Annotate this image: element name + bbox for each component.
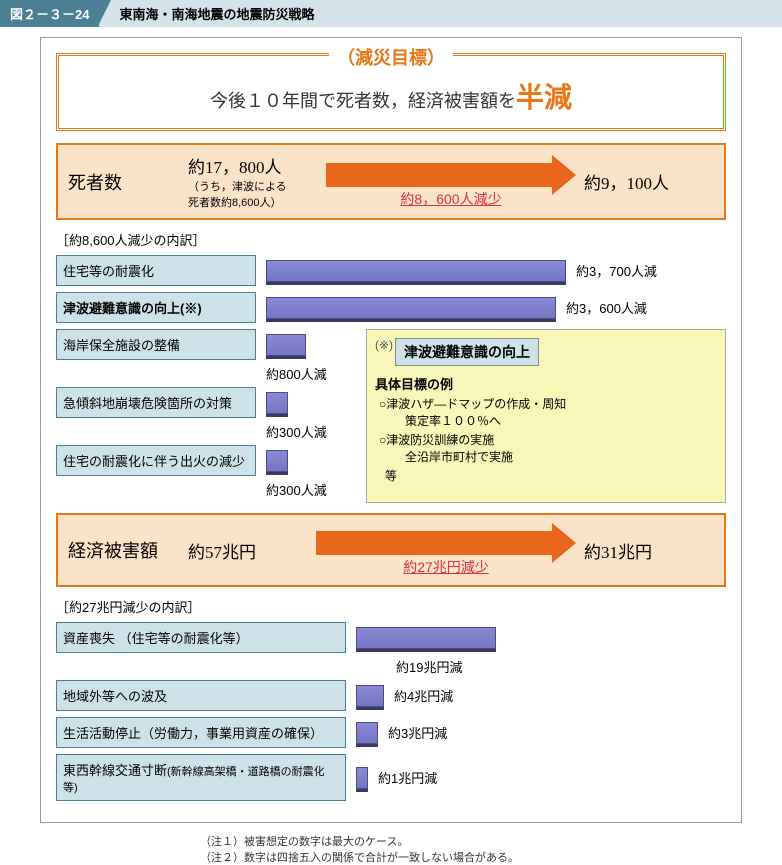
- bar-visual: [356, 722, 378, 744]
- bar-label: 急傾斜地崩壊危険箇所の対策: [56, 387, 256, 418]
- figure-number: 図２－３－24: [0, 0, 99, 27]
- bar-row: 住宅の耐震化に伴う出火の減少: [56, 445, 356, 476]
- bar-visual: [266, 450, 288, 472]
- bar-visual: [356, 685, 384, 707]
- deaths-after: 約9，100人: [584, 169, 714, 194]
- bar-value: 約3兆円減: [388, 723, 447, 742]
- goal-big: 半減: [516, 82, 572, 113]
- econ-before: 約57兆円: [188, 538, 308, 563]
- bar-value: 約800人減: [266, 364, 356, 383]
- bar-row: 生活活動停止（労働力，事業用資産の確保） 約3兆円減: [56, 717, 726, 748]
- note-etc: 等: [385, 467, 717, 484]
- bar-value: 約300人減: [266, 422, 356, 441]
- bar-label: 地域外等への波及: [56, 680, 346, 711]
- econ-reduce: 約27兆円減少: [308, 557, 584, 577]
- bar-visual: [266, 334, 306, 356]
- note-subtitle: 具体目標の例: [375, 374, 717, 393]
- bar-visual: [266, 297, 556, 319]
- goal-text: 今後１０年間で死者数，経済被害額を半減: [69, 76, 713, 116]
- deaths-row: 死者数 約17，800人 （うち，津波による 死者数約8,600人） 約8，60…: [56, 143, 726, 220]
- bar-label: 津波避難意識の向上(※): [56, 292, 256, 323]
- bar-row: 急傾斜地崩壊危険箇所の対策: [56, 387, 356, 418]
- bar-row: 地域外等への波及 約4兆円減: [56, 680, 726, 711]
- bar-label: 住宅の耐震化に伴う出火の減少: [56, 445, 256, 476]
- deaths-break-title: ［約8,600人減少の内訳］: [56, 230, 726, 249]
- bar-row: 東西幹線交通寸断(新幹線高架橋・道路橋の耐震化等) 約1兆円減: [56, 754, 726, 801]
- figure-title: 東南海・南海地震の地震防災戦略: [99, 0, 782, 27]
- footnote-1: （注１）被害想定の数字は最大のケース。: [200, 833, 742, 849]
- note-box: (※)津波避難意識の向上具体目標の例 ○津波ハザ―ドマップの作成・周知策定率１００…: [366, 329, 726, 503]
- econ-label: 経済被害額: [68, 537, 188, 563]
- bar-label: 生活活動停止（労働力，事業用資産の確保）: [56, 717, 346, 748]
- note-item-sub: 策定率１００％へ: [405, 412, 717, 429]
- deaths-reduce: 約8，600人減少: [318, 189, 584, 209]
- footnote-2: （注２）数字は四捨五入の関係で合計が一致しない場合がある。: [200, 849, 742, 865]
- deaths-before-col: 約17，800人 （うち，津波による 死者数約8,600人）: [188, 153, 318, 210]
- bar-row: 海岸保全施設の整備: [56, 329, 356, 360]
- bar-visual: [266, 392, 288, 414]
- side-pair: 海岸保全施設の整備約800人減急傾斜地崩壊危険箇所の対策約300人減住宅の耐震化…: [56, 329, 726, 503]
- bar-value: 約19兆円減: [396, 657, 726, 676]
- bar-label: 海岸保全施設の整備: [56, 329, 256, 360]
- goal-prefix: 今後１０年間で死者数，経済被害額を: [210, 91, 516, 111]
- footnotes: （注１）被害想定の数字は最大のケース。 （注２）数字は四捨五入の関係で合計が一致…: [200, 833, 742, 865]
- deaths-before: 約17，800人: [188, 153, 318, 178]
- bar-label: 資産喪失 （住宅等の耐震化等）: [56, 622, 346, 653]
- bar-value: 約3，600人減: [566, 298, 647, 317]
- note-title: 津波避難意識の向上: [395, 338, 539, 366]
- bar-row: 資産喪失 （住宅等の耐震化等）: [56, 622, 726, 653]
- note-item-sub: 全沿岸市町村で実施: [405, 448, 717, 465]
- figure-header: 図２－３－24 東南海・南海地震の地震防災戦略: [0, 0, 782, 27]
- bar-value: 約300人減: [266, 480, 356, 499]
- bar-label: 住宅等の耐震化: [56, 255, 256, 286]
- bar-visual: [266, 260, 566, 282]
- econ-after: 約31兆円: [584, 538, 714, 563]
- deaths-arrow-col: 約8，600人減少: [318, 155, 584, 209]
- bar-label: 東西幹線交通寸断(新幹線高架橋・道路橋の耐震化等): [56, 754, 346, 801]
- bar-value: 約4兆円減: [394, 686, 453, 705]
- econ-bars: 資産喪失 （住宅等の耐震化等） 約19兆円減地域外等への波及 約4兆円減生活活動停止…: [56, 622, 726, 801]
- econ-row: 経済被害額 約57兆円 約27兆円減少 約31兆円: [56, 513, 726, 587]
- bar-visual: [356, 627, 496, 649]
- note-item: ○津波ハザ―ドマップの作成・周知: [379, 395, 717, 412]
- bar-row: 住宅等の耐震化 約3，700人減: [56, 255, 726, 286]
- deaths-label: 死者数: [68, 169, 188, 195]
- bar-value: 約3，700人減: [576, 261, 657, 280]
- deaths-bars: 住宅等の耐震化 約3，700人減津波避難意識の向上(※) 約3，600人減海岸保全施…: [56, 255, 726, 503]
- goal-box: （減災目標） 今後１０年間で死者数，経済被害額を半減: [56, 53, 726, 131]
- bar-value: 約1兆円減: [378, 768, 437, 787]
- bar-row: 津波避難意識の向上(※) 約3，600人減: [56, 292, 726, 323]
- bar-visual: [356, 767, 368, 789]
- note-item: ○津波防災訓練の実施: [379, 431, 717, 448]
- econ-arrow-col: 約27兆円減少: [308, 523, 584, 577]
- goal-tag: （減災目標）: [329, 44, 453, 70]
- econ-break-title: ［約27兆円減少の内訳］: [56, 597, 726, 616]
- main-panel: （減災目標） 今後１０年間で死者数，経済被害額を半減 死者数 約17，800人 …: [40, 37, 742, 823]
- left-col: 海岸保全施設の整備約800人減急傾斜地崩壊危険箇所の対策約300人減住宅の耐震化…: [56, 329, 356, 503]
- deaths-before-sub: （うち，津波による 死者数約8,600人）: [188, 178, 318, 210]
- note-asterisk: (※): [375, 338, 393, 352]
